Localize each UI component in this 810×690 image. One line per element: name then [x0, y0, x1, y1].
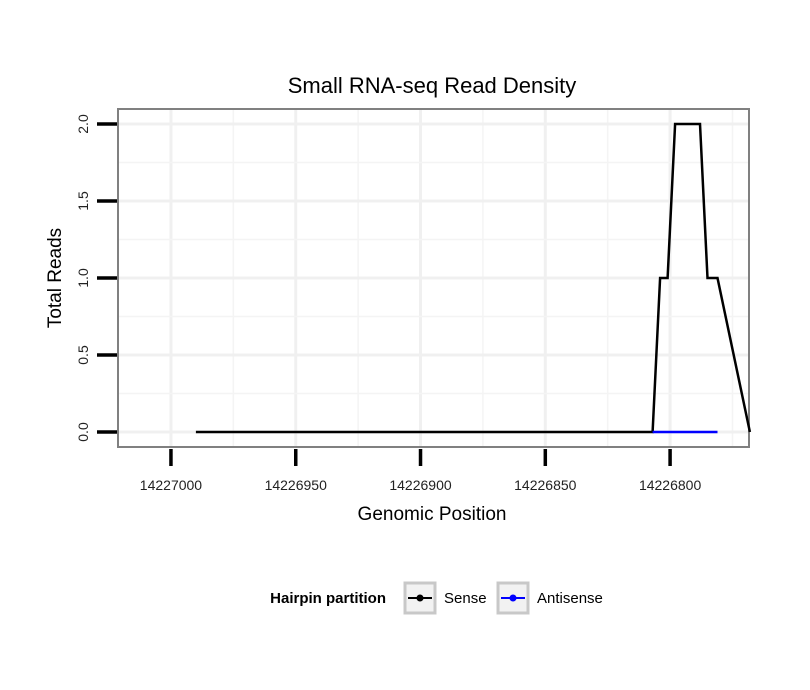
y-tick-label: 0.5 — [75, 345, 91, 365]
legend-label: Antisense — [537, 590, 603, 607]
x-axis: 14227000 14226950 14226900 14226850 14226800 — [140, 449, 702, 493]
legend-key-point — [509, 594, 517, 602]
legend-item-antisense: Antisense — [496, 581, 603, 615]
y-axis-label: Total Reads — [45, 228, 66, 328]
x-tick-label: 14226950 — [265, 477, 328, 493]
x-tick-label: 14227000 — [140, 477, 203, 493]
x-axis-label: Genomic Position — [358, 504, 507, 525]
series-lines — [195, 122, 752, 434]
legend: Hairpin partition Sense Antisense — [270, 581, 603, 615]
y-tick-label: 1.5 — [75, 191, 91, 211]
y-tick-label: 1.0 — [75, 268, 91, 288]
y-axis: 0.0 0.5 1.0 1.5 2.0 — [75, 114, 117, 442]
x-tick-label: 14226800 — [639, 477, 702, 493]
legend-title: Hairpin partition — [270, 590, 386, 607]
series-line-sense — [195, 122, 752, 434]
legend-key-point — [416, 594, 424, 602]
x-tick-label: 14226850 — [514, 477, 577, 493]
chart-title: Small RNA-seq Read Density — [288, 73, 577, 98]
y-tick-label: 0.0 — [75, 422, 91, 442]
plot-panel — [117, 108, 750, 448]
legend-label: Sense — [444, 590, 487, 607]
x-tick-label: 14226900 — [389, 477, 452, 493]
grid-lines — [118, 109, 749, 447]
y-tick-label: 2.0 — [75, 114, 91, 134]
legend-item-sense: Sense — [403, 581, 487, 615]
